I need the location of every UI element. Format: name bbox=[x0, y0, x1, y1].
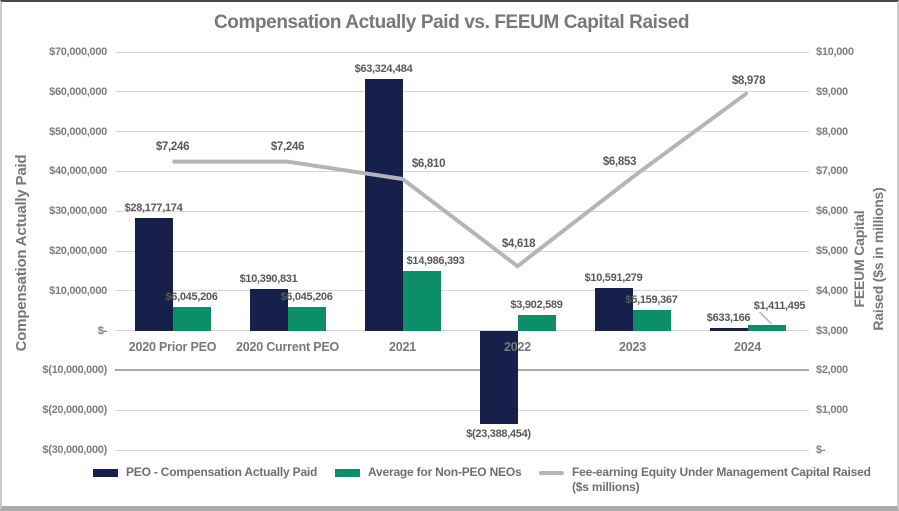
bar bbox=[134, 218, 173, 331]
bar bbox=[402, 270, 441, 331]
right-axis-tick: $7,000 bbox=[816, 165, 848, 178]
left-axis-tick: $40,000,000 bbox=[49, 165, 107, 178]
gridline bbox=[115, 449, 809, 451]
chart-title: Compensation Actually Paid vs. FEEUM Cap… bbox=[213, 12, 690, 33]
feeum-legend-label-line2: ($s millions) bbox=[572, 480, 640, 494]
left-axis-tick: $(20,000,000) bbox=[42, 404, 107, 417]
gridline bbox=[115, 210, 809, 212]
label-leader-line bbox=[758, 311, 773, 325]
bar bbox=[479, 330, 518, 424]
x-axis-category-label: 2021 bbox=[388, 340, 416, 354]
left-axis-tick: $50,000,000 bbox=[49, 125, 107, 138]
left-axis-tick: $10,000,000 bbox=[49, 284, 107, 297]
bar-data-label: $3,902,589 bbox=[510, 299, 563, 312]
legend-item-peo: PEO - Compensation Actually Paid bbox=[93, 465, 317, 480]
left-axis-tick: $20,000,000 bbox=[49, 245, 107, 257]
gridline bbox=[115, 290, 809, 292]
feeum-legend-swatch bbox=[539, 471, 564, 475]
x-axis-category-label: 2024 bbox=[733, 340, 761, 354]
bar bbox=[172, 306, 211, 331]
gridline bbox=[115, 51, 809, 53]
gridline bbox=[115, 250, 809, 252]
feeum-line-series bbox=[172, 91, 749, 269]
bar bbox=[287, 306, 326, 331]
feeum-legend-label: Fee-earning Equity Under Management Capi… bbox=[572, 465, 871, 495]
line-data-label: $6,853 bbox=[602, 156, 637, 169]
non-peo-legend-swatch bbox=[335, 469, 360, 477]
gridline bbox=[115, 131, 809, 133]
bar bbox=[632, 310, 671, 331]
left-axis-tick: $- bbox=[97, 324, 107, 337]
legend-item-feeum: Fee-earning Equity Under Management Capi… bbox=[539, 465, 871, 495]
right-axis-tick: $6,000 bbox=[816, 205, 848, 218]
bar bbox=[517, 315, 556, 331]
left-axis-tick: $(10,000,000) bbox=[42, 364, 107, 377]
bar-data-label: $10,591,279 bbox=[584, 272, 643, 285]
gridline bbox=[115, 369, 809, 372]
line-data-label: $8,978 bbox=[731, 74, 766, 87]
bar-data-label: $10,390,831 bbox=[239, 273, 298, 286]
gridline bbox=[115, 170, 809, 172]
right-axis-tick: $2,000 bbox=[816, 364, 848, 377]
feeum-legend-label-line1: Fee-earning Equity Under Management Capi… bbox=[572, 465, 871, 479]
x-axis-category-label: 2022 bbox=[503, 340, 531, 354]
left-axis-tick: $(30,000,000) bbox=[42, 444, 107, 456]
right-axis-tick: $8,000 bbox=[816, 125, 848, 138]
bar-data-label: $633,166 bbox=[706, 312, 751, 325]
left-axis-tick: $70,000,000 bbox=[49, 46, 107, 58]
bar-data-label: $6,045,206 bbox=[280, 290, 333, 303]
bar-data-label: $14,986,393 bbox=[406, 254, 465, 267]
peo-legend-swatch bbox=[93, 469, 118, 477]
legend-item-non-peo: Average for Non-PEO NEOs bbox=[335, 465, 522, 480]
left-axis-tick: $60,000,000 bbox=[49, 85, 107, 98]
bar-data-label: $28,177,174 bbox=[124, 202, 183, 215]
bar-data-label: $63,324,484 bbox=[354, 62, 413, 75]
bar-data-label: $1,411,495 bbox=[753, 299, 806, 312]
left-axis-tick: $30,000,000 bbox=[49, 205, 107, 218]
x-axis-category-label: 2023 bbox=[618, 340, 646, 354]
bar bbox=[249, 289, 288, 331]
line-data-label: $7,246 bbox=[155, 140, 190, 153]
line-data-label: $4,618 bbox=[501, 238, 536, 251]
right-axis-tick: $1,000 bbox=[816, 404, 848, 417]
right-axis-tick: $5,000 bbox=[816, 245, 848, 257]
non-peo-legend-label: Average for Non-PEO NEOs bbox=[368, 465, 522, 479]
gridline bbox=[115, 91, 809, 93]
right-axis-tick: $10,000 bbox=[816, 46, 854, 58]
bar bbox=[709, 328, 748, 331]
line-data-label: $7,246 bbox=[270, 140, 305, 153]
bar-data-label: $5,159,367 bbox=[625, 294, 678, 307]
bar bbox=[747, 324, 786, 331]
bar bbox=[364, 78, 403, 331]
bar-data-label: $6,045,206 bbox=[165, 290, 218, 303]
right-axis-tick: $4,000 bbox=[816, 284, 848, 297]
line-data-label: $6,810 bbox=[411, 157, 446, 170]
gridline bbox=[115, 409, 809, 411]
bar bbox=[594, 288, 633, 331]
right-axis-tick: $9,000 bbox=[816, 85, 848, 98]
legend: PEO - Compensation Actually Paid Average… bbox=[2, 465, 897, 506]
right-axis-tick: $3,000 bbox=[816, 324, 848, 337]
x-axis-category-label: 2020 Current PEO bbox=[235, 340, 340, 354]
gridline bbox=[115, 330, 809, 332]
right-axis-tick: $- bbox=[816, 444, 826, 456]
peo-legend-label: PEO - Compensation Actually Paid bbox=[126, 465, 318, 479]
x-axis-category-label: 2020 Prior PEO bbox=[128, 340, 217, 354]
bar-data-label: $(23,388,454) bbox=[466, 427, 531, 440]
